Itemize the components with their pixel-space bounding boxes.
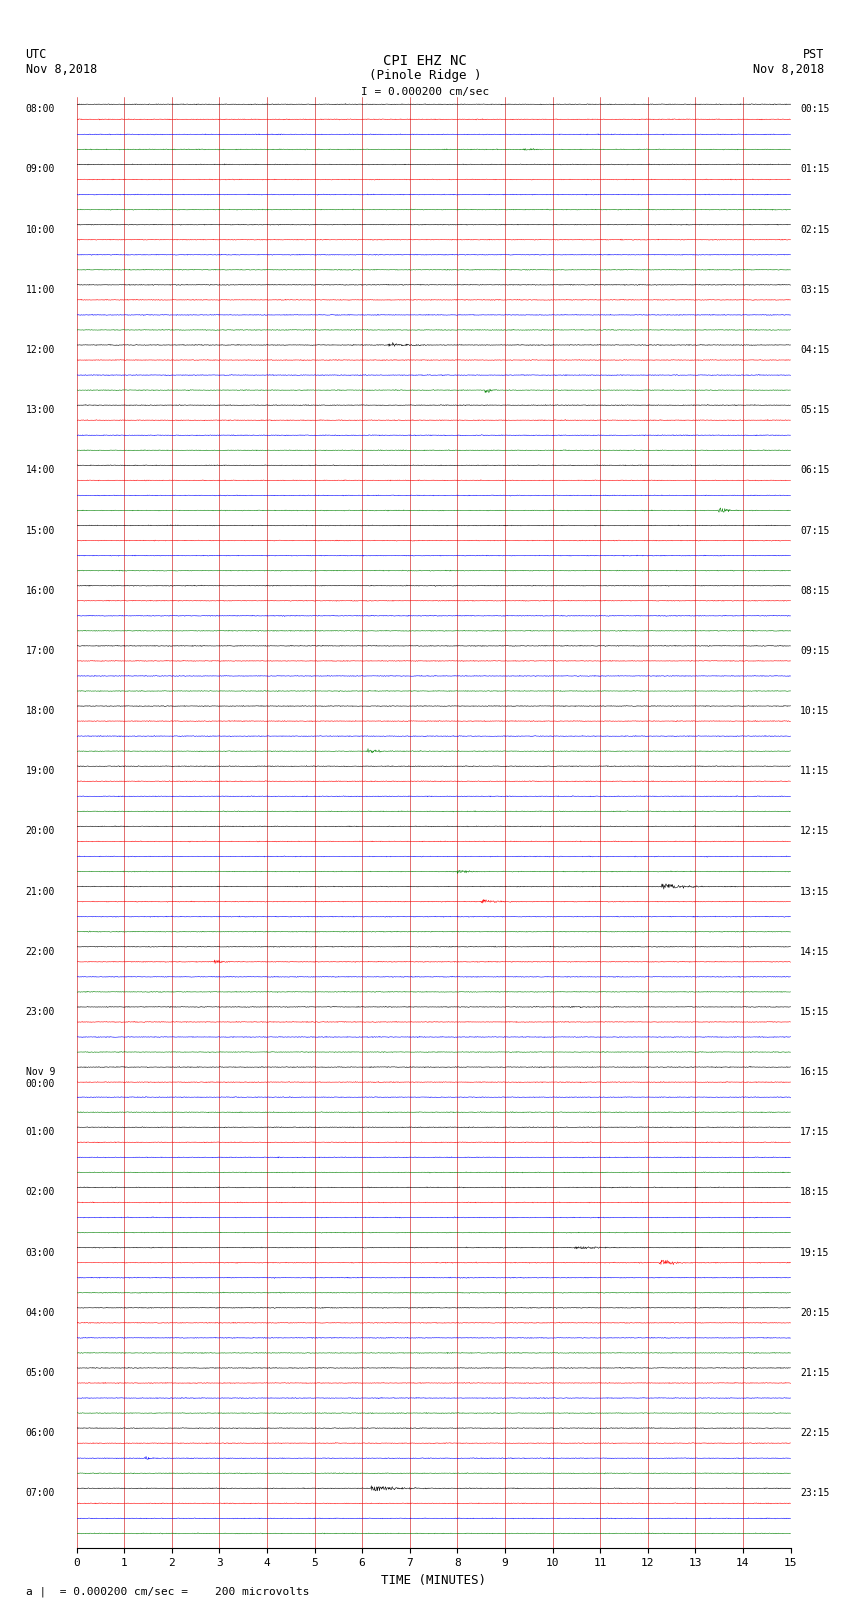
Text: 22:00: 22:00 bbox=[26, 947, 55, 957]
Text: 05:00: 05:00 bbox=[26, 1368, 55, 1378]
Text: PST: PST bbox=[803, 48, 824, 61]
Text: 09:15: 09:15 bbox=[800, 645, 830, 656]
Text: 17:15: 17:15 bbox=[800, 1127, 830, 1137]
Text: 12:00: 12:00 bbox=[26, 345, 55, 355]
Text: Nov 8,2018: Nov 8,2018 bbox=[753, 63, 824, 76]
Text: 23:00: 23:00 bbox=[26, 1007, 55, 1016]
Text: 10:15: 10:15 bbox=[800, 706, 830, 716]
Text: 08:00: 08:00 bbox=[26, 105, 55, 115]
Text: 04:00: 04:00 bbox=[26, 1308, 55, 1318]
Text: 21:00: 21:00 bbox=[26, 887, 55, 897]
Text: 15:15: 15:15 bbox=[800, 1007, 830, 1016]
Text: 15:00: 15:00 bbox=[26, 526, 55, 536]
Text: 13:15: 13:15 bbox=[800, 887, 830, 897]
Text: 08:15: 08:15 bbox=[800, 586, 830, 595]
Text: 20:00: 20:00 bbox=[26, 826, 55, 837]
Text: 01:15: 01:15 bbox=[800, 165, 830, 174]
Text: Nov 9
00:00: Nov 9 00:00 bbox=[26, 1068, 55, 1089]
X-axis label: TIME (MINUTES): TIME (MINUTES) bbox=[381, 1574, 486, 1587]
Text: 06:15: 06:15 bbox=[800, 465, 830, 476]
Text: I = 0.000200 cm/sec: I = 0.000200 cm/sec bbox=[361, 87, 489, 97]
Text: UTC: UTC bbox=[26, 48, 47, 61]
Text: 06:00: 06:00 bbox=[26, 1428, 55, 1439]
Text: 07:00: 07:00 bbox=[26, 1489, 55, 1498]
Text: 13:00: 13:00 bbox=[26, 405, 55, 415]
Text: 12:15: 12:15 bbox=[800, 826, 830, 837]
Text: 18:00: 18:00 bbox=[26, 706, 55, 716]
Text: 05:15: 05:15 bbox=[800, 405, 830, 415]
Text: 14:15: 14:15 bbox=[800, 947, 830, 957]
Text: Nov 8,2018: Nov 8,2018 bbox=[26, 63, 97, 76]
Text: 19:00: 19:00 bbox=[26, 766, 55, 776]
Text: 04:15: 04:15 bbox=[800, 345, 830, 355]
Text: 09:00: 09:00 bbox=[26, 165, 55, 174]
Text: 10:00: 10:00 bbox=[26, 224, 55, 234]
Text: 17:00: 17:00 bbox=[26, 645, 55, 656]
Text: 16:00: 16:00 bbox=[26, 586, 55, 595]
Text: 00:15: 00:15 bbox=[800, 105, 830, 115]
Text: 18:15: 18:15 bbox=[800, 1187, 830, 1197]
Text: 01:00: 01:00 bbox=[26, 1127, 55, 1137]
Text: (Pinole Ridge ): (Pinole Ridge ) bbox=[369, 69, 481, 82]
Text: 03:15: 03:15 bbox=[800, 286, 830, 295]
Text: 22:15: 22:15 bbox=[800, 1428, 830, 1439]
Text: a |  = 0.000200 cm/sec =    200 microvolts: a | = 0.000200 cm/sec = 200 microvolts bbox=[26, 1586, 309, 1597]
Text: 14:00: 14:00 bbox=[26, 465, 55, 476]
Text: 23:15: 23:15 bbox=[800, 1489, 830, 1498]
Text: 11:00: 11:00 bbox=[26, 286, 55, 295]
Text: 07:15: 07:15 bbox=[800, 526, 830, 536]
Text: 11:15: 11:15 bbox=[800, 766, 830, 776]
Text: 16:15: 16:15 bbox=[800, 1068, 830, 1077]
Text: 21:15: 21:15 bbox=[800, 1368, 830, 1378]
Text: 20:15: 20:15 bbox=[800, 1308, 830, 1318]
Text: 02:00: 02:00 bbox=[26, 1187, 55, 1197]
Text: 19:15: 19:15 bbox=[800, 1247, 830, 1258]
Text: 02:15: 02:15 bbox=[800, 224, 830, 234]
Text: CPI EHZ NC: CPI EHZ NC bbox=[383, 53, 467, 68]
Text: 03:00: 03:00 bbox=[26, 1247, 55, 1258]
